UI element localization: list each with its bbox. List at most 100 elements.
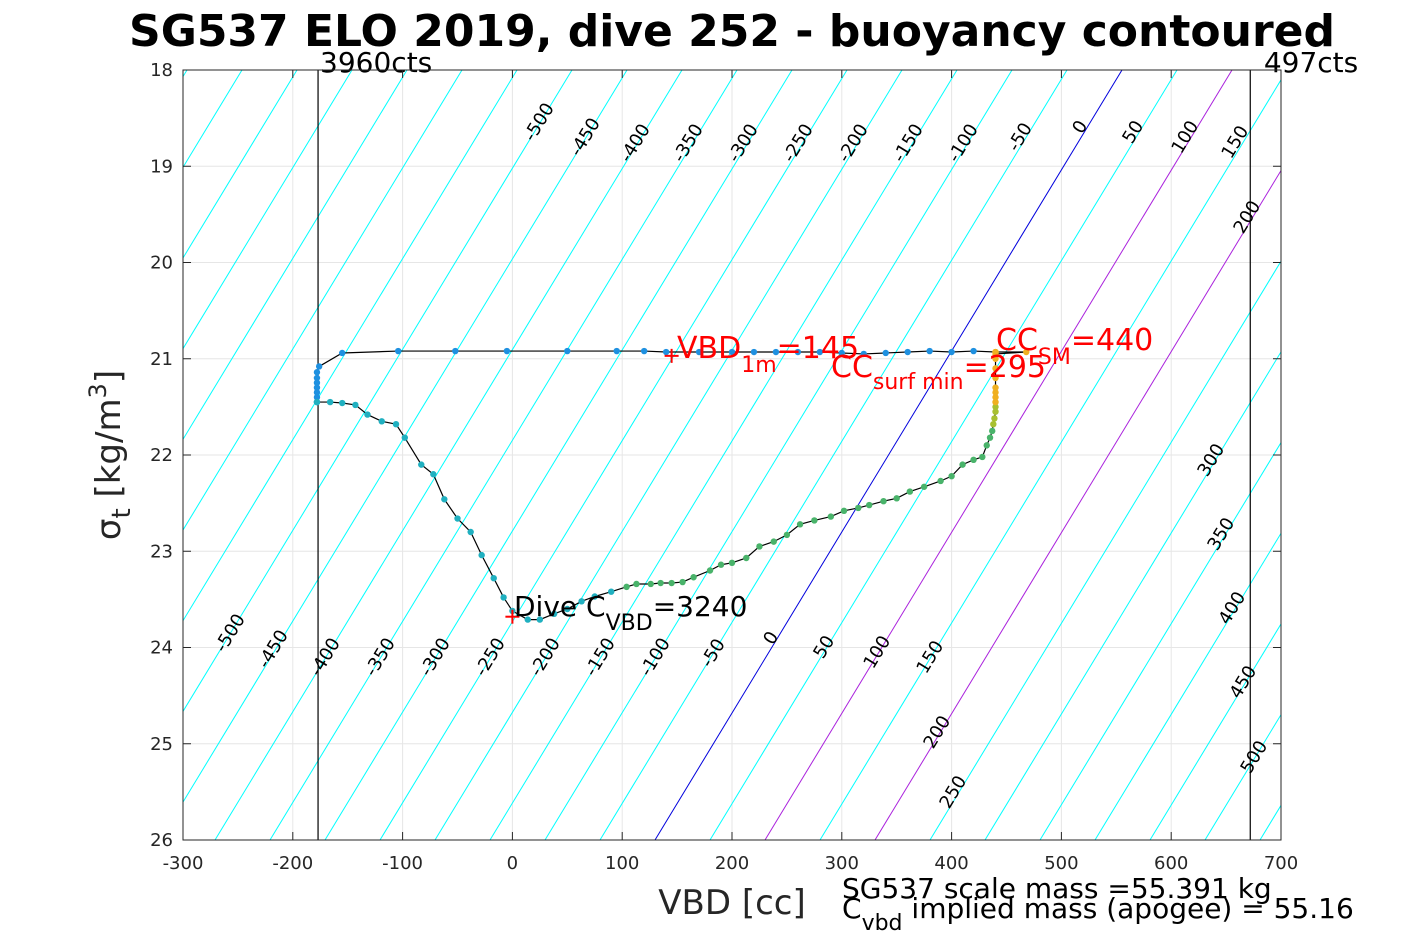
series-1-point-42 — [855, 504, 862, 512]
series-1-point-58 — [992, 408, 999, 415]
series-1-point-43 — [866, 501, 873, 509]
cc-sm-annotation: CCSM=440 — [996, 323, 1153, 370]
contour-line-10 — [654, 70, 1123, 840]
series-1-point-25 — [633, 580, 640, 588]
series-1-point-27 — [657, 579, 664, 587]
series-0-point-3 — [970, 347, 977, 355]
series-1-point-22 — [591, 593, 598, 600]
contour-line-6 — [434, 70, 903, 840]
series-1-point-35 — [756, 543, 763, 550]
y-tick-label-7: 25 — [150, 734, 173, 755]
series-1-point-14 — [490, 575, 497, 582]
series-1-point-4 — [364, 411, 371, 418]
vbd-1m-annotation: VBD1m=145 — [677, 331, 859, 378]
vbd-1m-value: =145 — [777, 331, 859, 366]
series-1-point-67 — [992, 348, 999, 356]
series-0-point-17 — [640, 347, 648, 355]
x-tick-label-4: 100 — [605, 853, 639, 874]
series-0-point-1 — [1023, 348, 1030, 356]
series-1-point-31 — [706, 567, 714, 574]
series-1-point-41 — [840, 507, 848, 515]
contour-line-1 — [183, 70, 628, 804]
series-1-point-17 — [524, 616, 531, 623]
series-1-point-56 — [990, 421, 997, 428]
contour-line-16 — [984, 350, 1281, 840]
cc-surf-min-value: =295 — [964, 350, 1046, 385]
series-1-point-0 — [313, 398, 321, 406]
series-1-point-49 — [948, 472, 955, 480]
implied-mass-note: Cvbd implied mass (apogee) = 55.16 — [842, 892, 1354, 936]
series-1-point-32 — [717, 561, 725, 568]
series-0-point-16 — [662, 348, 670, 356]
y-tick-label-3: 21 — [150, 349, 173, 370]
series-1-point-11 — [454, 515, 461, 522]
series-1-point-21 — [578, 598, 585, 605]
contour-line-extra-4 — [183, 70, 353, 350]
cc-surf-min-sub: surf min — [873, 370, 964, 395]
buoyancy-contours — [183, 70, 1281, 840]
series-1-point-60 — [992, 398, 999, 406]
implied-mass-c: C — [842, 892, 862, 925]
series-0-point-27 — [313, 379, 321, 387]
series-1-point-47 — [920, 483, 928, 490]
series-1-point-5 — [378, 418, 385, 425]
vbd-limit-label-0: 3960cts — [320, 46, 432, 79]
vbd-1m-sub: 1m — [741, 353, 776, 378]
series-1-point-62 — [992, 389, 999, 396]
x-axis-label: VBD [cc] — [658, 883, 806, 923]
contour-line-12 — [764, 70, 1233, 840]
series-0-point-7 — [882, 349, 889, 357]
contour-line-5 — [379, 70, 848, 840]
y-axis-label-unit-post: ] — [89, 370, 129, 383]
series-1-point-30 — [690, 574, 697, 581]
series-1-point-19 — [550, 610, 558, 618]
series-0-point-20 — [503, 347, 511, 355]
y-tick-label-2: 20 — [150, 253, 173, 274]
cc-sm-sub: SM — [1038, 345, 1071, 370]
series-0-point-6 — [904, 348, 911, 356]
series-0-point-24 — [315, 363, 323, 370]
dive-cvbd-main: Dive C — [514, 590, 606, 623]
implied-mass-rest: implied mass (apogee) = 55.16 — [903, 892, 1354, 925]
series-1-point-3 — [352, 401, 359, 409]
series-1-point-53 — [983, 442, 990, 449]
contour-line-2 — [214, 70, 683, 840]
contour-line-0 — [183, 70, 573, 713]
contour-line-7 — [489, 70, 958, 840]
series-0-point-12 — [772, 348, 780, 356]
contour-line-14 — [874, 169, 1281, 840]
series-1-point-34 — [743, 554, 750, 562]
x-tick-label-8: 500 — [1044, 853, 1078, 874]
series-1-point-24 — [623, 583, 630, 591]
series-1-point-29 — [679, 578, 686, 586]
y-axis-label-group: σt [kg/m3] — [84, 370, 137, 540]
vbd-limit-label-1: 497cts — [1264, 46, 1358, 79]
x-tick-label-10: 700 — [1264, 853, 1298, 874]
scale-mass-note: SG537 scale mass =55.391 kg — [842, 872, 1272, 905]
contour-line-4 — [324, 70, 793, 840]
contour-line-8 — [544, 70, 1013, 840]
series-1-point-13 — [478, 551, 485, 559]
contour-line-3 — [269, 70, 738, 840]
y-axis-label: σt [kg/m3] — [84, 370, 137, 540]
series-0-point-29 — [313, 389, 321, 396]
series-0-point-13 — [750, 348, 758, 356]
series-0-point-19 — [564, 347, 571, 355]
dive-cvbd-value: =3240 — [653, 590, 748, 623]
x-tick-label-1: -200 — [272, 853, 313, 874]
x-tick-label-7: 400 — [934, 853, 968, 874]
series-1-point-61 — [992, 394, 999, 401]
series-0-point-22 — [395, 347, 402, 355]
series-1-point-63 — [992, 384, 999, 391]
series-1-point-38 — [796, 521, 804, 528]
series-1-point-15 — [500, 594, 507, 601]
series-1-point-18 — [536, 616, 544, 623]
series-1-point-26 — [647, 580, 654, 588]
series-0-point-28 — [313, 384, 321, 391]
series-1-point-33 — [728, 559, 736, 566]
contour-line-extra-5 — [183, 70, 298, 259]
series-1-point-37 — [783, 531, 791, 539]
contour-line-19 — [1149, 623, 1281, 840]
implied-mass-sub: vbd — [862, 911, 903, 936]
series-1-point-44 — [880, 498, 887, 505]
